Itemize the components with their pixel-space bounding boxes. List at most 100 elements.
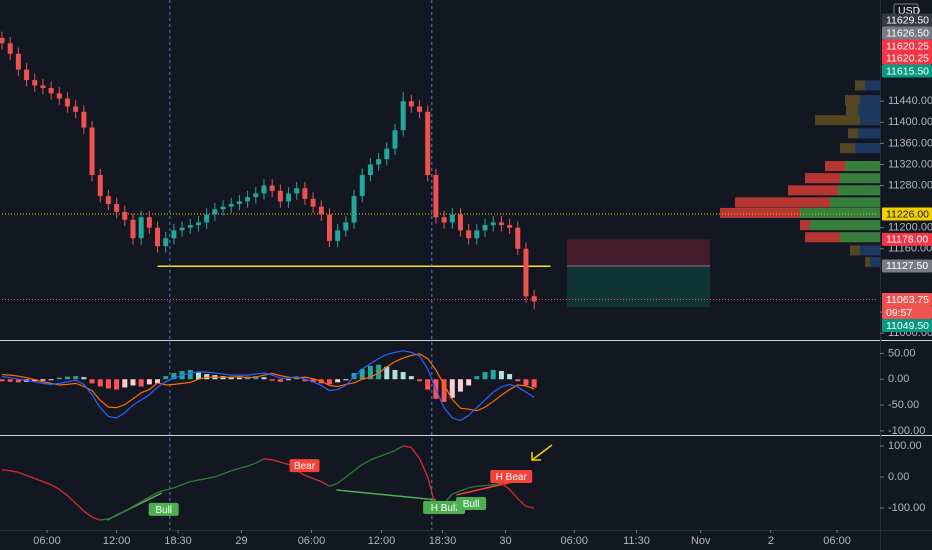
annotation-box bbox=[456, 496, 487, 510]
price-badge bbox=[882, 13, 932, 27]
oscillator-segment bbox=[418, 458, 429, 478]
profile-up bbox=[858, 128, 880, 139]
histogram-bar bbox=[400, 372, 406, 380]
oscillator-segment bbox=[91, 516, 101, 521]
oscillator-segment bbox=[337, 476, 347, 484]
candle-body bbox=[507, 225, 513, 228]
oscillator-segment bbox=[386, 449, 396, 455]
candle-body bbox=[40, 85, 46, 89]
candle-body bbox=[417, 106, 423, 112]
y-tick-label: 50.00 bbox=[888, 347, 916, 359]
candle-body bbox=[433, 175, 439, 218]
histogram-bar bbox=[310, 379, 316, 383]
price-badge-label: 11626.50 bbox=[886, 27, 929, 39]
candle-body bbox=[318, 206, 324, 215]
x-tick-label: 18:30 bbox=[164, 535, 192, 547]
oscillator-segment bbox=[10, 470, 19, 473]
profile-up bbox=[858, 105, 880, 116]
x-tick-label: 06:00 bbox=[33, 535, 61, 547]
histogram-bar bbox=[457, 379, 463, 392]
histogram-bar bbox=[228, 377, 234, 380]
x-tick-label: 29 bbox=[235, 535, 247, 547]
oscillator-segment bbox=[100, 518, 109, 521]
price-badge bbox=[882, 39, 932, 53]
candle-body bbox=[286, 193, 292, 202]
histogram-bar bbox=[531, 379, 537, 388]
profile-down bbox=[825, 161, 845, 172]
price-badge bbox=[882, 319, 932, 333]
x-tick-label: 06:00 bbox=[298, 535, 326, 547]
histogram-bar bbox=[97, 379, 103, 387]
histogram-bar bbox=[187, 369, 193, 380]
histogram-bar bbox=[384, 366, 390, 380]
x-tick-label: 12:00 bbox=[368, 535, 396, 547]
candle-body bbox=[114, 204, 120, 212]
candle-body bbox=[146, 217, 152, 228]
candle-body bbox=[277, 190, 283, 202]
oscillator-segment bbox=[75, 502, 85, 512]
histogram-bar bbox=[286, 379, 292, 381]
oscillator-segment bbox=[509, 488, 519, 500]
histogram-bar bbox=[122, 379, 128, 388]
oscillator-segment bbox=[124, 505, 134, 512]
candle-body bbox=[367, 164, 373, 176]
histogram-bar bbox=[408, 376, 414, 380]
y-tick-label: 11200.00 bbox=[888, 222, 932, 234]
target-zone bbox=[566, 265, 711, 308]
y-tick-label: 11360.00 bbox=[888, 137, 932, 149]
y-tick-label: -100.00 bbox=[888, 425, 925, 437]
candle-body bbox=[490, 222, 496, 226]
oscillator-segment bbox=[353, 464, 363, 472]
candle-body bbox=[228, 204, 234, 207]
oscillator-segment bbox=[1, 469, 11, 472]
candle-body bbox=[220, 206, 226, 210]
candle-body bbox=[105, 196, 111, 204]
profile-down bbox=[815, 115, 860, 126]
oscillator-segment bbox=[452, 490, 461, 495]
candle-body bbox=[171, 230, 177, 239]
candle-body bbox=[163, 238, 169, 247]
histogram-bar bbox=[195, 372, 201, 380]
price-badge bbox=[882, 293, 932, 307]
oscillator-segment bbox=[476, 484, 486, 487]
profile-up bbox=[860, 95, 880, 106]
histogram-bar bbox=[302, 379, 308, 382]
oscillator-segment bbox=[345, 470, 355, 478]
histogram-bar bbox=[155, 379, 161, 384]
histogram-bar bbox=[507, 374, 513, 380]
price-badge-label: 11178.00 bbox=[886, 234, 928, 246]
candle-body bbox=[498, 222, 504, 226]
histogram-bar bbox=[376, 364, 382, 380]
profile-up bbox=[855, 143, 880, 154]
histogram-bar bbox=[425, 379, 431, 390]
x-tick-label: 06:00 bbox=[560, 535, 588, 547]
histogram-bar bbox=[81, 377, 87, 380]
histogram-bar bbox=[482, 372, 488, 380]
oscillator-segment bbox=[198, 477, 207, 481]
candle-body bbox=[466, 230, 472, 239]
profile-down bbox=[805, 173, 840, 184]
profile-down bbox=[805, 232, 840, 243]
candle-body bbox=[359, 175, 365, 197]
candle-body bbox=[187, 225, 193, 228]
histogram-bar bbox=[114, 379, 120, 390]
oscillator-segment bbox=[493, 482, 502, 486]
oscillator-segment bbox=[517, 498, 527, 507]
profile-up bbox=[870, 256, 880, 268]
oscillator-segment bbox=[222, 470, 232, 475]
y-tick-label: 11320.00 bbox=[888, 158, 932, 170]
profile-up bbox=[860, 245, 880, 256]
oscillator-segment bbox=[484, 484, 494, 487]
oscillator-segment bbox=[468, 485, 477, 489]
profile-up bbox=[838, 185, 880, 196]
candle-body bbox=[261, 185, 267, 194]
oscillator-segment bbox=[272, 459, 281, 463]
histogram-bar bbox=[7, 379, 13, 382]
profile-up bbox=[800, 207, 880, 218]
x-tick-label: 06:00 bbox=[823, 535, 851, 547]
oscillator-segment bbox=[149, 491, 158, 498]
oscillator-segment bbox=[501, 482, 510, 490]
oscillator-segment bbox=[132, 501, 142, 507]
macd-line bbox=[1, 350, 535, 422]
histogram-bar bbox=[15, 379, 21, 383]
